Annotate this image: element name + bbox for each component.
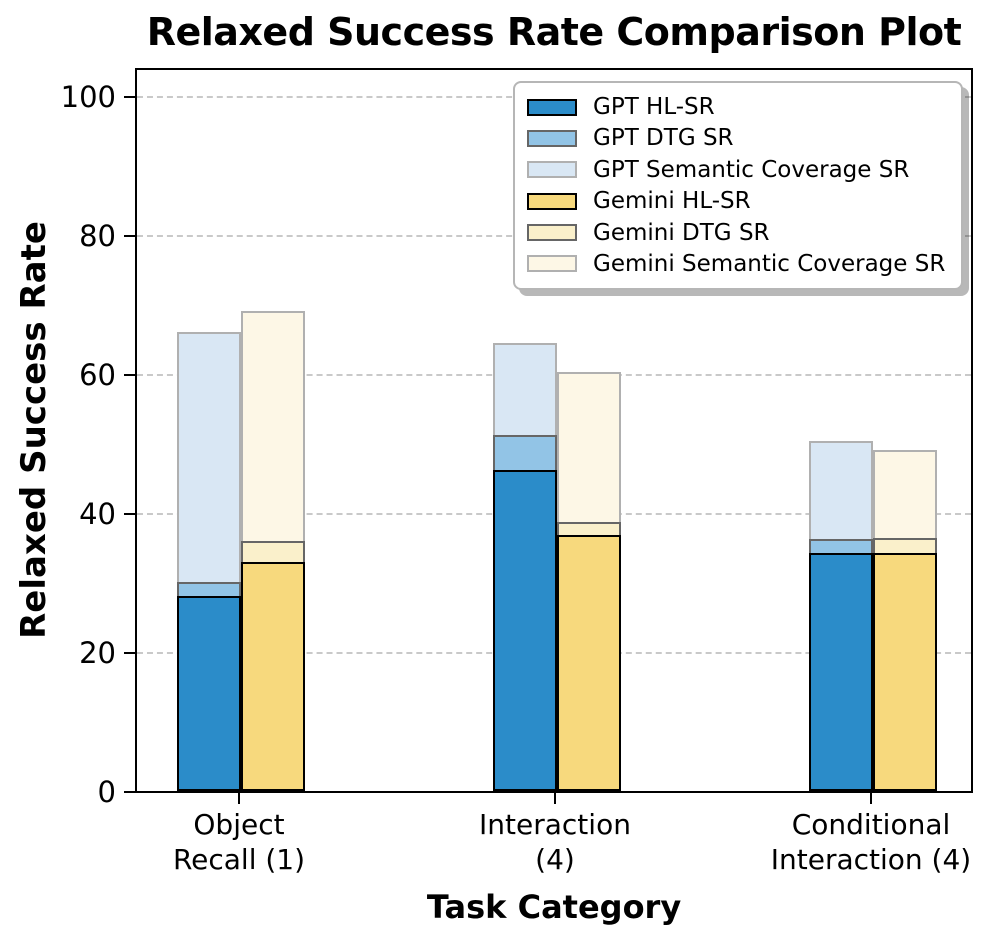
legend-label-gemini-dtg-sr: Gemini DTG SR: [593, 219, 770, 246]
bar-gpt-hl-sr-cat0: [177, 596, 241, 791]
x-axis-label: Task Category: [426, 888, 682, 926]
legend-label-gpt-hl-sr: GPT HL-SR: [593, 94, 715, 120]
x-tick-label-interaction-4: Interaction (4): [385, 807, 725, 877]
y-tick-mark-80: [124, 235, 135, 237]
legend-swatch-gemini-dtg-sr: [527, 224, 577, 242]
y-axis: 0 20 40 60 80 100: [0, 68, 135, 809]
y-tick-label-40: 40: [79, 497, 116, 531]
bar-gpt-hl-sr-cat1: [493, 470, 557, 791]
legend-label-gpt-semantic-coverage-sr: GPT Semantic Coverage SR: [593, 156, 910, 183]
y-tick-mark-60: [124, 374, 135, 376]
legend-swatch-gpt-semantic-coverage-sr: [527, 161, 577, 179]
legend-label-gemini-hl-sr: Gemini HL-SR: [593, 188, 751, 215]
x-tick-label-object-recall-1: Object Recall (1): [69, 807, 409, 877]
x-tick-label-line: (4): [535, 843, 575, 876]
y-tick-mark-40: [124, 513, 135, 515]
legend-item-gpt-semantic-coverage-sr: GPT Semantic Coverage SR: [527, 155, 949, 185]
x-tick-mark-2: [870, 793, 872, 804]
bar-gemini-hl-sr-cat1: [557, 535, 621, 791]
x-tick-mark-0: [238, 793, 240, 804]
legend-swatch-gpt-hl-sr: [527, 98, 577, 116]
y-tick-label-60: 60: [79, 358, 116, 392]
chart-title: Relaxed Success Rate Comparison Plot: [146, 10, 962, 54]
legend-item-gpt-dtg-sr: GPT DTG SR: [527, 123, 949, 153]
x-tick-label-line: Object: [193, 808, 285, 841]
y-tick-mark-20: [124, 652, 135, 654]
y-tick-label-100: 100: [60, 80, 116, 114]
legend-swatch-gemini-semantic-coverage-sr: [527, 255, 577, 273]
bar-gemini-hl-sr-cat2: [873, 553, 937, 791]
bar-gemini-hl-sr-cat0: [241, 562, 305, 791]
legend-swatch-gpt-dtg-sr: [527, 129, 577, 147]
y-tick-mark-0: [124, 791, 135, 793]
bar-gpt-hl-sr-cat2: [809, 553, 873, 791]
legend-label-gpt-dtg-sr: GPT DTG SR: [593, 125, 734, 152]
x-tick-label-line: Interaction: [479, 808, 631, 841]
legend-item-gpt-hl-sr: GPT HL-SR: [527, 92, 949, 122]
legend: GPT HL-SR GPT DTG SR GPT Semantic Coverage…: [513, 81, 963, 290]
x-tick-label-line: Interaction (4): [770, 843, 972, 876]
legend-item-gemini-hl-sr: Gemini HL-SR: [527, 186, 949, 216]
legend-item-gemini-dtg-sr: Gemini DTG SR: [527, 218, 949, 248]
legend-swatch-gemini-hl-sr: [527, 192, 577, 210]
x-tick-label-conditional-interaction-4: Conditional Interaction (4): [701, 807, 998, 877]
x-tick-mark-1: [554, 793, 556, 804]
y-tick-label-20: 20: [79, 636, 116, 670]
y-tick-label-80: 80: [79, 219, 116, 253]
legend-item-gemini-semantic-coverage-sr: Gemini Semantic Coverage SR: [527, 249, 949, 279]
x-tick-label-line: Recall (1): [172, 843, 306, 876]
y-tick-mark-100: [124, 96, 135, 98]
x-tick-label-line: Conditional: [791, 808, 951, 841]
legend-label-gemini-semantic-coverage-sr: Gemini Semantic Coverage SR: [593, 250, 946, 277]
y-tick-label-0: 0: [97, 775, 116, 809]
x-axis: Object Recall (1) Interaction (4) Conditiona…: [135, 793, 973, 903]
